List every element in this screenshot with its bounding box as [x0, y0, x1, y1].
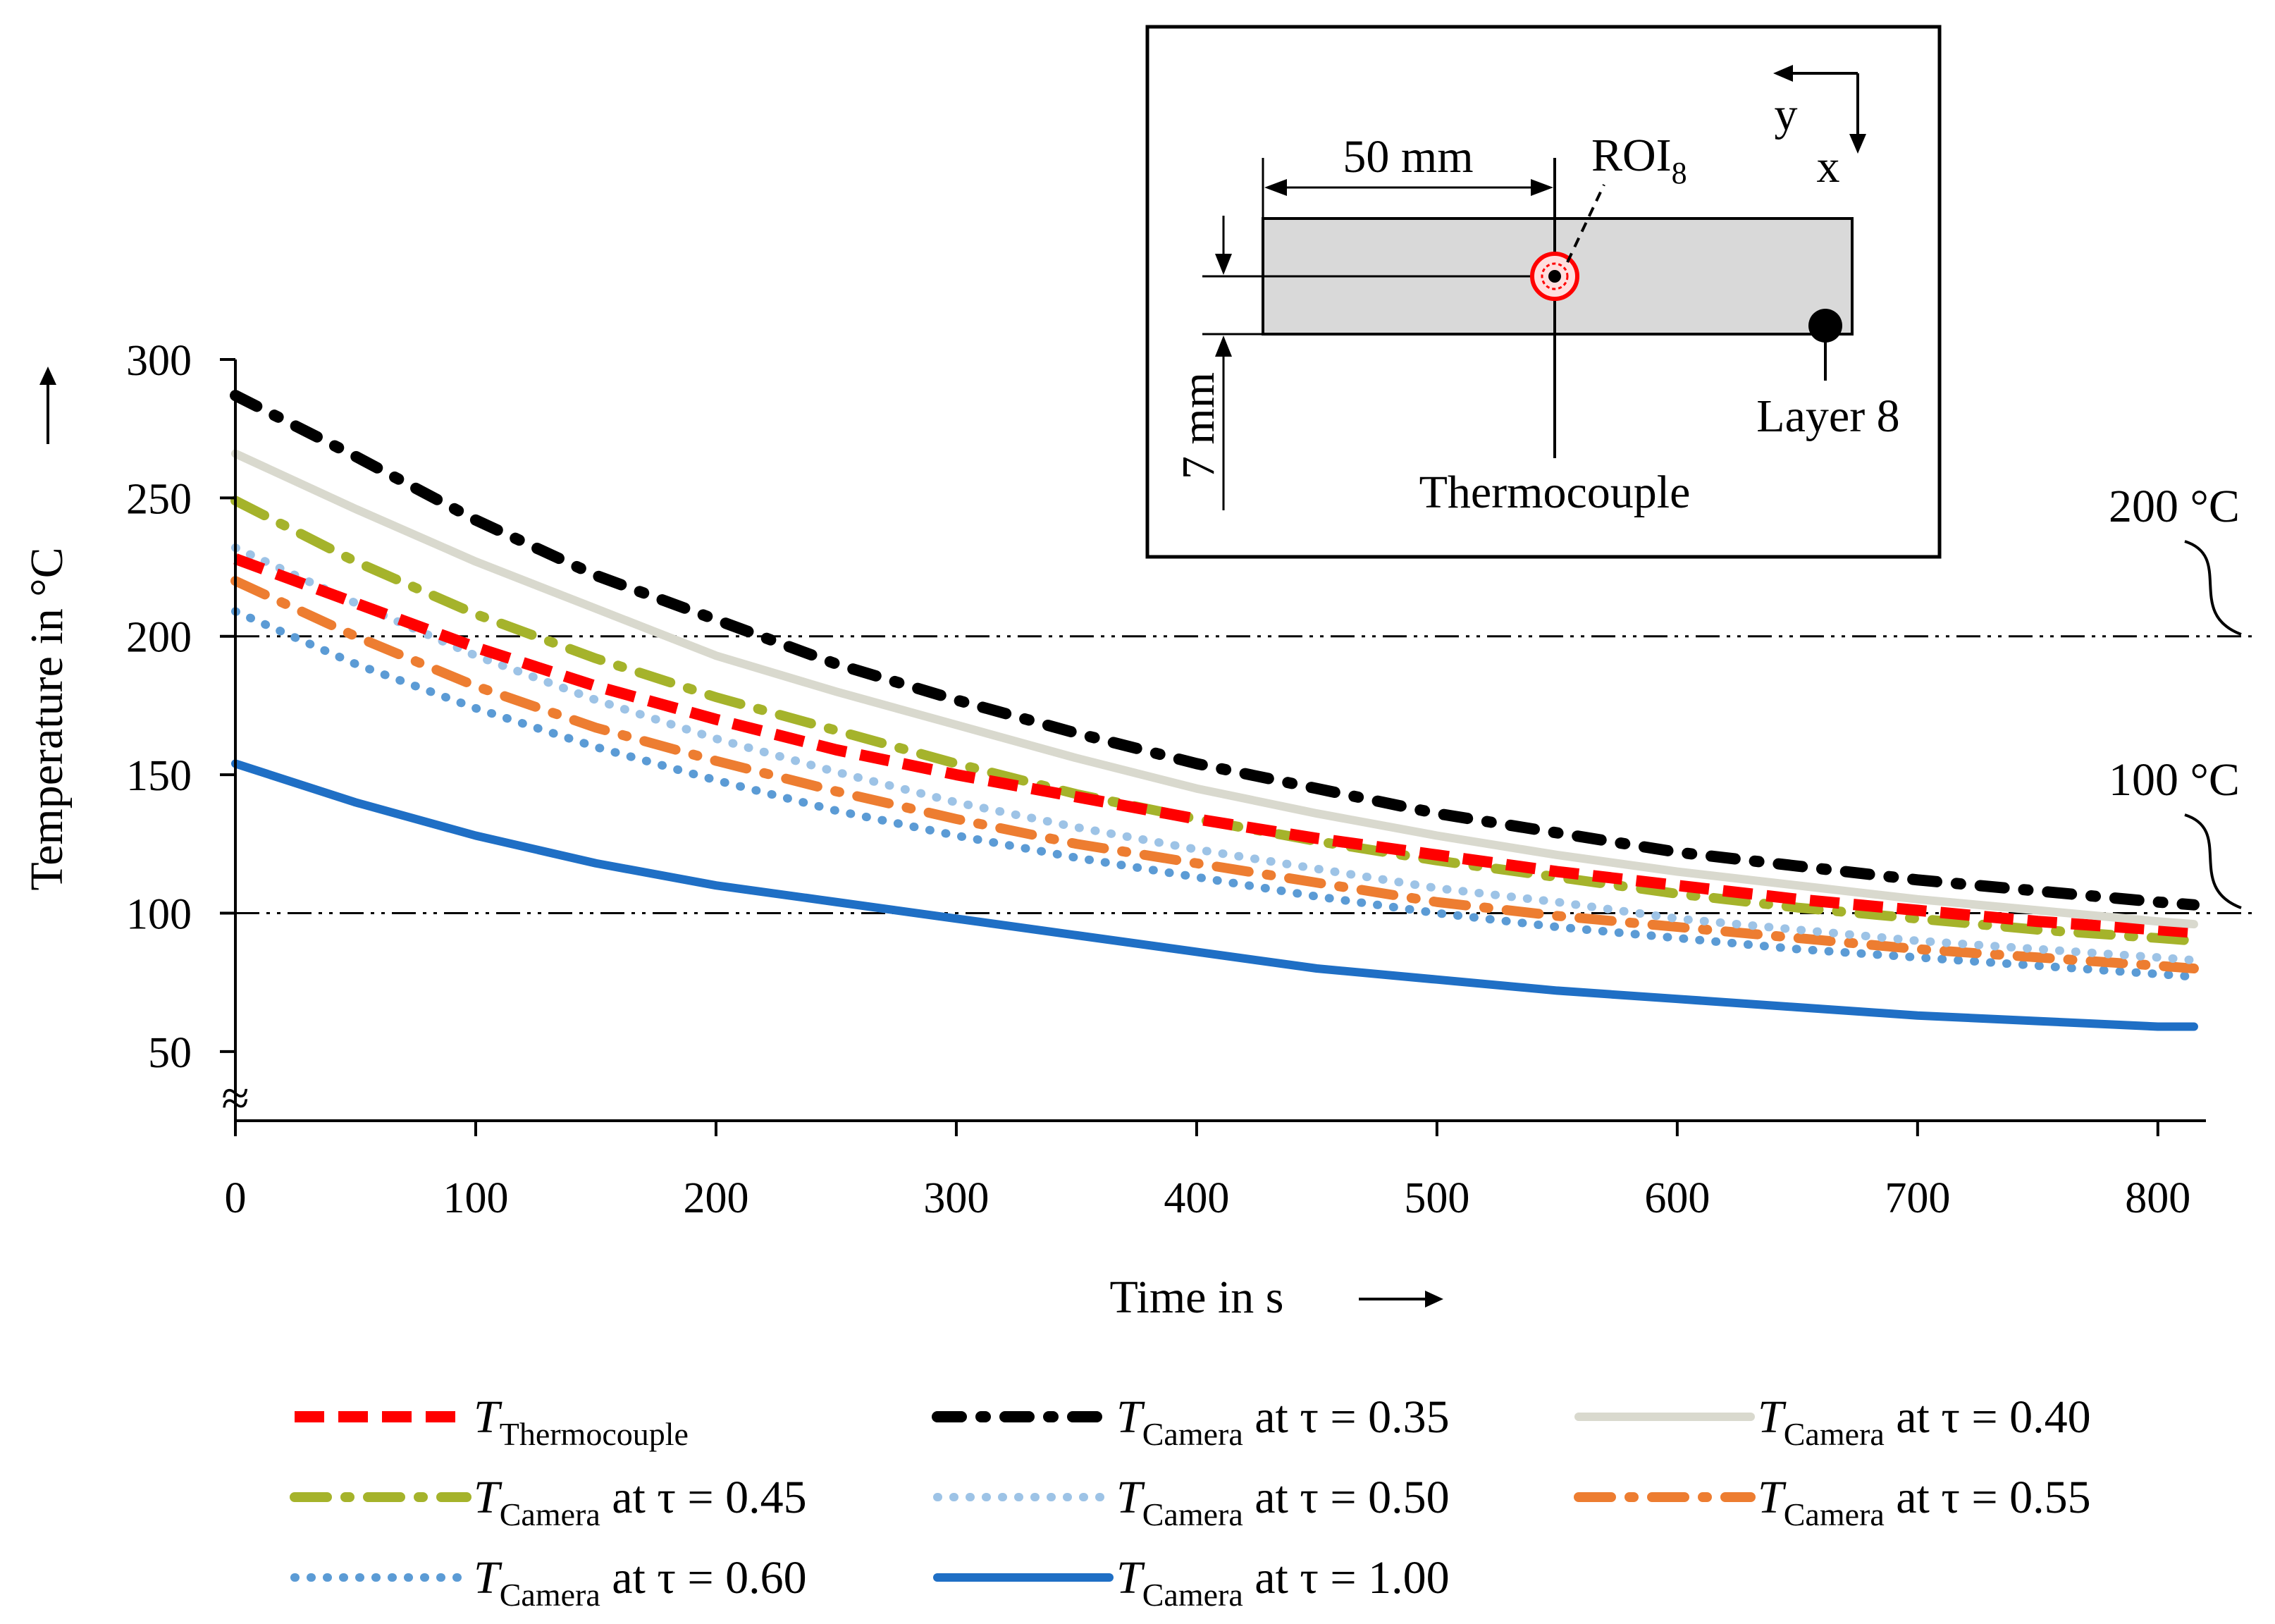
- roi-label-sub: 8: [1672, 156, 1687, 190]
- legend-label: TCamera at τ = 0.40: [1758, 1391, 2091, 1452]
- legend-suffix: at τ = 0.45: [600, 1472, 807, 1523]
- series-line-2: [231, 449, 2198, 929]
- y-ticks: 300 250 200 150 100 50: [126, 337, 235, 1077]
- legend-subscript: Camera: [1784, 1416, 1885, 1452]
- legend-symbol: T: [1116, 1391, 1145, 1443]
- y-tick-label: 150: [126, 752, 192, 800]
- x-tick-label: 700: [1885, 1174, 1950, 1222]
- legend-symbol: T: [474, 1552, 503, 1604]
- legend-item: TCamera at τ = 0.40: [1574, 1391, 2091, 1452]
- legend-symbol: T: [1758, 1391, 1787, 1443]
- dim-50-arrow-right: [1531, 179, 1553, 196]
- x-tick-label: 100: [443, 1174, 508, 1222]
- reference-label-100: 100 °C: [2109, 754, 2240, 806]
- dim-7-arrow-up: [1215, 336, 1232, 357]
- thermocouple-label: Thermocouple: [1419, 467, 1691, 518]
- legend-subscript: Camera: [500, 1496, 600, 1532]
- x-axis-arrowhead: [1425, 1291, 1443, 1308]
- y-tick-label: 250: [126, 475, 192, 523]
- x-tick-label: 400: [1164, 1174, 1229, 1222]
- axis-x-label: x: [1817, 141, 1840, 192]
- legend-subscript: Thermocouple: [500, 1416, 689, 1452]
- dim-50-label: 50 mm: [1343, 131, 1473, 183]
- y-axis-title: Temperature in °C: [21, 367, 73, 891]
- legend-item: TCamera at τ = 0.50: [933, 1472, 1450, 1532]
- legend-subscript: Camera: [1142, 1496, 1243, 1532]
- x-axis-title: Time in s: [1110, 1272, 1443, 1323]
- axis-x-arrowhead: [1849, 134, 1866, 154]
- reference-leader-100: [2184, 813, 2242, 909]
- roi-marker-center: [1548, 270, 1561, 283]
- x-tick-label: 600: [1644, 1174, 1710, 1222]
- roi-leader: [1566, 184, 1605, 263]
- legend-item: TCamera at τ = 0.60: [290, 1552, 807, 1613]
- legend-suffix: at τ = 0.35: [1243, 1391, 1450, 1443]
- legend-symbol: T: [1758, 1472, 1787, 1523]
- dim-7-label: 7 mm: [1173, 372, 1224, 479]
- legend-subscript: Camera: [1784, 1496, 1885, 1532]
- legend-suffix: at τ = 0.55: [1885, 1472, 2091, 1523]
- dim-7-arrow-down: [1215, 254, 1232, 275]
- legend-label: TThermocouple: [474, 1391, 689, 1452]
- legend-label: TCamera at τ = 0.35: [1116, 1391, 1450, 1452]
- legend-item: TCamera at τ = 0.55: [1574, 1472, 2091, 1532]
- y-tick-label: 300: [126, 337, 192, 385]
- reference-label-200: 200 °C: [2109, 481, 2240, 532]
- x-axis-label: Time in s: [1110, 1272, 1284, 1323]
- inset-diagram: 50 mm ROI8 7 mm y x Layer 8 Thermocouple: [1145, 25, 1942, 559]
- series-line-4: [231, 543, 2198, 965]
- legend-symbol: T: [474, 1391, 503, 1443]
- roi-label: ROI8: [1591, 130, 1687, 190]
- legend-subscript: Camera: [1142, 1416, 1243, 1452]
- legend-symbol: T: [1116, 1472, 1145, 1523]
- series-line-6: [231, 607, 2198, 981]
- axis-y-arrowhead: [1773, 65, 1793, 82]
- legend-symbol: T: [1116, 1552, 1145, 1604]
- legend-item: TCamera at τ = 0.45: [290, 1472, 807, 1532]
- legend-suffix: at τ = 0.40: [1885, 1391, 2091, 1443]
- x-tick-label: 800: [2125, 1174, 2190, 1222]
- legend-label: TCamera at τ = 0.45: [474, 1472, 807, 1532]
- series-line-5: [230, 576, 2199, 973]
- x-tick-label: 0: [225, 1174, 247, 1222]
- legend-suffix: at τ = 1.00: [1243, 1552, 1450, 1604]
- legend-item: TThermocouple: [295, 1391, 689, 1452]
- x-tick-label: 200: [683, 1174, 748, 1222]
- series-line-7: [231, 759, 2198, 1031]
- x-tick-label: 500: [1404, 1174, 1469, 1222]
- series-line-0: [233, 553, 2195, 938]
- legend-suffix: at τ = 0.60: [600, 1552, 807, 1604]
- y-tick-label: 50: [148, 1029, 192, 1077]
- dim-50-arrow-left: [1264, 179, 1287, 196]
- x-tick-label: 300: [923, 1174, 989, 1222]
- legend-suffix: at τ = 0.50: [1243, 1472, 1450, 1523]
- roi-marker-inner: [1541, 262, 1569, 290]
- y-tick-label: 100: [126, 890, 192, 938]
- legend-label: TCamera at τ = 0.55: [1758, 1472, 2091, 1532]
- layer-8-label: Layer 8: [1756, 390, 1899, 442]
- series-line-1: [230, 390, 2200, 911]
- legend: TThermocouple TCamera at τ = 0.35 TCamera …: [290, 1391, 2091, 1613]
- legend-label: TCamera at τ = 0.60: [474, 1552, 807, 1613]
- legend-item: TCamera at τ = 0.35: [932, 1391, 1450, 1452]
- y-axis-label: Temperature in °C: [21, 547, 73, 890]
- y-axis-arrowhead: [39, 367, 56, 385]
- roi-label-base: ROI: [1591, 130, 1672, 181]
- legend-subscript: Camera: [1142, 1577, 1243, 1613]
- legend-subscript: Camera: [500, 1577, 600, 1613]
- legend-item: TCamera at τ = 1.00: [933, 1552, 1450, 1613]
- axis-y-label: y: [1775, 89, 1798, 140]
- reference-leader-200: [2184, 540, 2242, 636]
- legend-label: TCamera at τ = 1.00: [1116, 1552, 1450, 1613]
- axes: 300 250 200 150 100 50 0 100 200 300 400 500 600 700…: [126, 337, 2206, 1222]
- legend-label: TCamera at τ = 0.50: [1116, 1472, 1450, 1532]
- y-tick-label: 200: [126, 614, 192, 662]
- series-layer: [230, 390, 2200, 1031]
- axis-break-symbol: ≈: [221, 1070, 249, 1126]
- x-ticks: 0 100 200 300 400 500 600 700 800: [225, 1121, 2190, 1222]
- legend-symbol: T: [474, 1472, 503, 1523]
